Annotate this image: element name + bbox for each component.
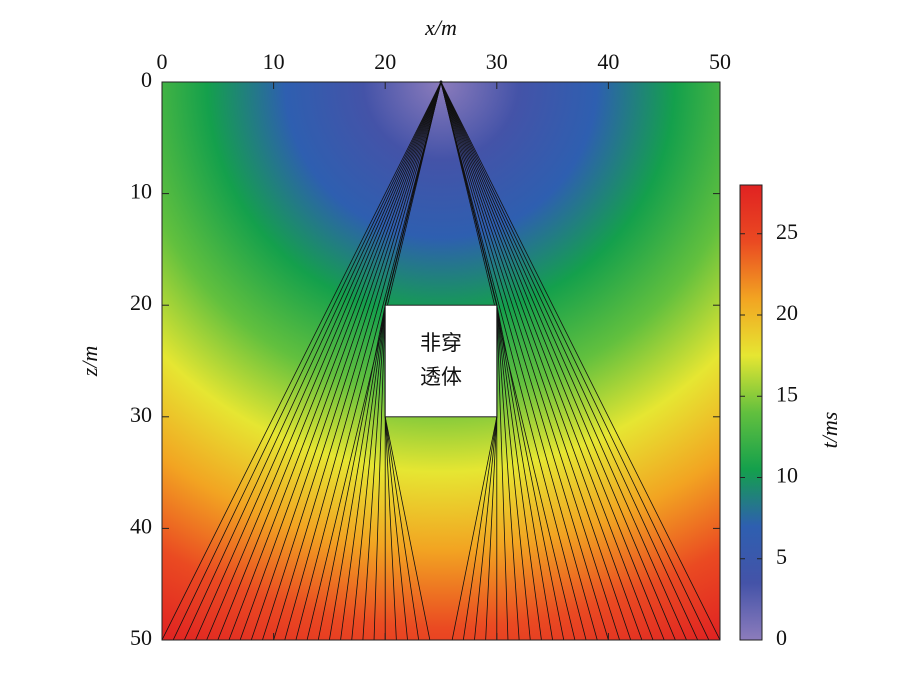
- ray: [284, 82, 442, 640]
- ray: [440, 82, 676, 640]
- ray: [206, 82, 442, 640]
- ray: [162, 82, 442, 640]
- obstacle-label: 非穿: [420, 331, 462, 355]
- colorbar-tick-label: 0: [776, 625, 787, 650]
- colorbar-label: t/ms: [817, 412, 842, 449]
- y-tick-label: 20: [130, 290, 152, 315]
- colorbar-tick-label: 25: [776, 219, 798, 244]
- y-tick-label: 50: [130, 625, 152, 650]
- rays: [162, 82, 720, 640]
- y-tick-label: 30: [130, 402, 152, 427]
- y-axis-label: z/m: [77, 346, 102, 378]
- ray: [440, 82, 587, 640]
- colorbar-tick-label: 20: [776, 300, 798, 325]
- ray: [440, 82, 643, 640]
- x-tick-label: 40: [597, 49, 619, 74]
- x-tick-label: 0: [157, 49, 168, 74]
- ray: [440, 82, 710, 640]
- obstacle: [384, 304, 498, 418]
- ray: [195, 82, 442, 640]
- ray: [440, 82, 598, 640]
- ray: [250, 82, 442, 640]
- ray: [440, 82, 632, 640]
- ray: [262, 82, 442, 640]
- x-tick-label: 50: [709, 49, 731, 74]
- ray: [440, 82, 687, 640]
- ray: [228, 82, 442, 640]
- colorbar-tick-label: 5: [776, 544, 787, 569]
- x-tick-label: 20: [374, 49, 396, 74]
- y-tick-label: 40: [130, 513, 152, 538]
- ray: [440, 82, 720, 640]
- ray: [440, 82, 609, 640]
- y-tick-label: 10: [130, 179, 152, 204]
- obstacle-label: 透体: [420, 365, 462, 389]
- ray: [295, 82, 442, 640]
- colorbar: [739, 184, 763, 641]
- ray: [273, 82, 442, 640]
- ray: [172, 82, 442, 640]
- ray: [440, 82, 654, 640]
- plot-frame: [161, 81, 721, 641]
- colorbar-tick-label: 15: [776, 381, 798, 406]
- colorbar-tick-label: 10: [776, 463, 798, 488]
- ray: [217, 82, 442, 640]
- y-tick-label: 0: [141, 67, 152, 92]
- x-tick-label: 10: [263, 49, 285, 74]
- ray: [440, 82, 620, 640]
- ray: [239, 82, 442, 640]
- ray: [440, 82, 576, 640]
- x-tick-label: 30: [486, 49, 508, 74]
- x-axis-label: x/m: [424, 15, 457, 40]
- ray: [440, 82, 699, 640]
- ray: [440, 82, 665, 640]
- ray: [183, 82, 442, 640]
